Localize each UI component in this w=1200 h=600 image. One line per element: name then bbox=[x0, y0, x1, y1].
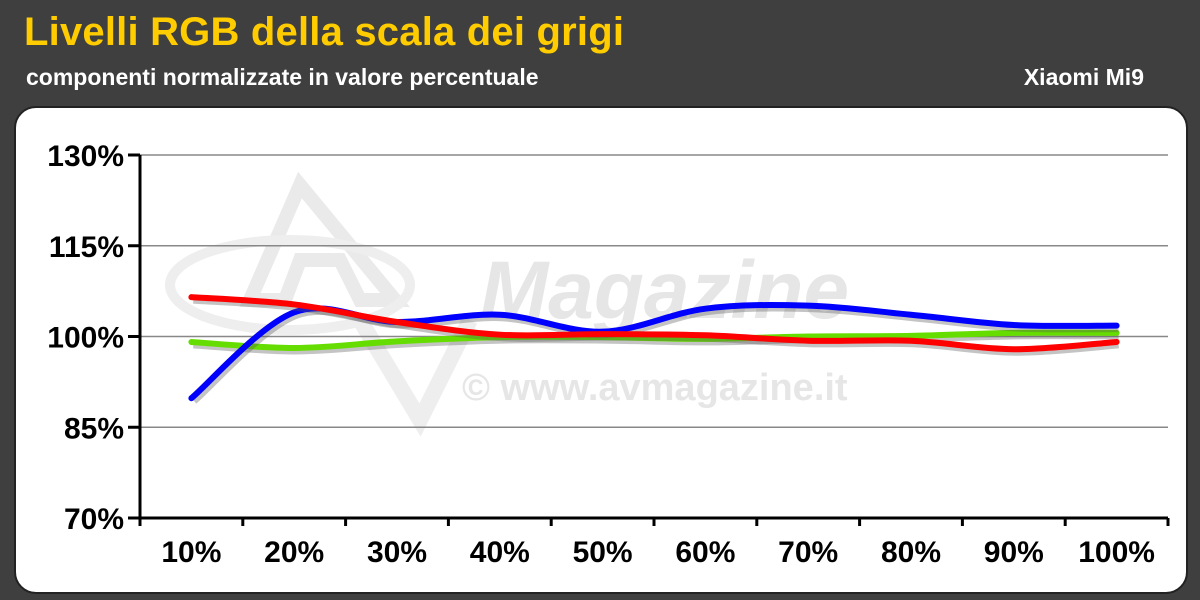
x-tick-label: 80% bbox=[881, 536, 941, 569]
x-axis-ticks: 10% 20% 30% 40% 50% 60% 70% 80% 90% 100% bbox=[161, 536, 1155, 569]
x-tick-label: 10% bbox=[161, 536, 221, 569]
x-tick-label: 20% bbox=[264, 536, 324, 569]
x-tick-label: 30% bbox=[367, 536, 427, 569]
x-tick-label: 100% bbox=[1078, 536, 1155, 569]
watermark-url: © www.avmagazine.it bbox=[462, 367, 848, 409]
x-tick-label: 50% bbox=[573, 536, 633, 569]
y-tick-label: 70% bbox=[64, 503, 124, 536]
y-tick-label: 100% bbox=[47, 322, 124, 355]
y-tick-label: 115% bbox=[49, 231, 124, 264]
series-line bbox=[188, 329, 1120, 351]
x-tick-label: 70% bbox=[778, 536, 838, 569]
axes bbox=[128, 153, 1170, 526]
series-line bbox=[188, 294, 1120, 353]
x-tick-label: 60% bbox=[675, 536, 735, 569]
series-lines bbox=[188, 294, 1120, 404]
y-tick-label: 85% bbox=[64, 412, 124, 445]
x-tick-label: 90% bbox=[984, 536, 1044, 569]
chart-subtitle: componenti normalizzate in valore percen… bbox=[26, 64, 539, 90]
chart-title: Livelli RGB della scala dei grigi bbox=[24, 10, 625, 54]
y-axis-ticks: 70% 85% 100% 115% 130% bbox=[47, 140, 124, 536]
chart-header: Livelli RGB della scala dei grigi compon… bbox=[0, 0, 1200, 104]
y-tick-label: 130% bbox=[47, 140, 124, 173]
x-tick-label: 40% bbox=[470, 536, 530, 569]
device-label: Xiaomi Mi9 bbox=[1023, 64, 1144, 90]
